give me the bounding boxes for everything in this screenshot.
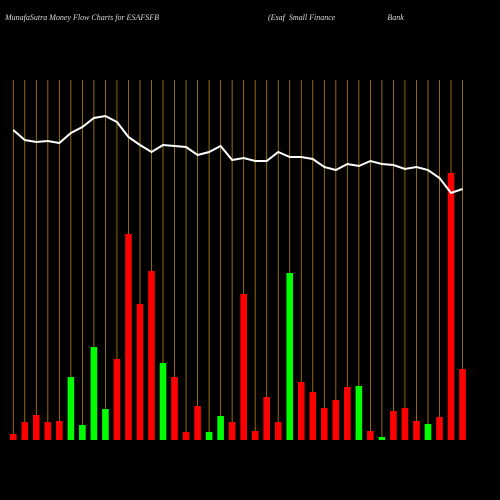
bar bbox=[355, 386, 363, 440]
bar bbox=[228, 422, 236, 440]
bar bbox=[33, 415, 40, 440]
bar bbox=[286, 273, 294, 440]
bar bbox=[447, 173, 455, 440]
bar bbox=[102, 409, 109, 440]
bar bbox=[56, 421, 63, 440]
bar bbox=[378, 437, 386, 440]
bar bbox=[148, 271, 155, 440]
bar bbox=[390, 411, 397, 440]
bar bbox=[159, 363, 167, 440]
bar bbox=[21, 422, 29, 440]
bar bbox=[205, 432, 213, 440]
bar bbox=[182, 432, 190, 440]
bar bbox=[79, 425, 86, 440]
bar bbox=[194, 406, 201, 440]
bar bbox=[413, 421, 420, 440]
bar bbox=[263, 397, 270, 440]
bar bbox=[367, 431, 374, 440]
bar bbox=[274, 422, 282, 440]
bar bbox=[240, 294, 247, 440]
money-flow-line bbox=[12, 114, 463, 195]
bar bbox=[44, 422, 52, 440]
bar bbox=[136, 304, 144, 440]
bar bbox=[125, 234, 132, 440]
bar bbox=[9, 434, 17, 440]
bar bbox=[171, 377, 178, 440]
bar bbox=[309, 392, 317, 440]
bar bbox=[424, 424, 432, 440]
bar bbox=[321, 408, 328, 440]
chart-title: MunafaSutra Money Flow Charts for ESAFSF… bbox=[4, 13, 159, 22]
bar bbox=[401, 408, 409, 440]
bar bbox=[67, 377, 75, 440]
bar bbox=[251, 431, 259, 440]
bar bbox=[113, 359, 121, 440]
bar bbox=[332, 400, 340, 440]
bar bbox=[459, 369, 466, 440]
bar bbox=[297, 382, 305, 440]
bar bbox=[436, 417, 443, 440]
chart-subtitle: (Esaf Small Finance Bank bbox=[268, 13, 404, 22]
bar bbox=[344, 387, 351, 440]
bar bbox=[90, 347, 98, 440]
bar bbox=[217, 416, 224, 440]
